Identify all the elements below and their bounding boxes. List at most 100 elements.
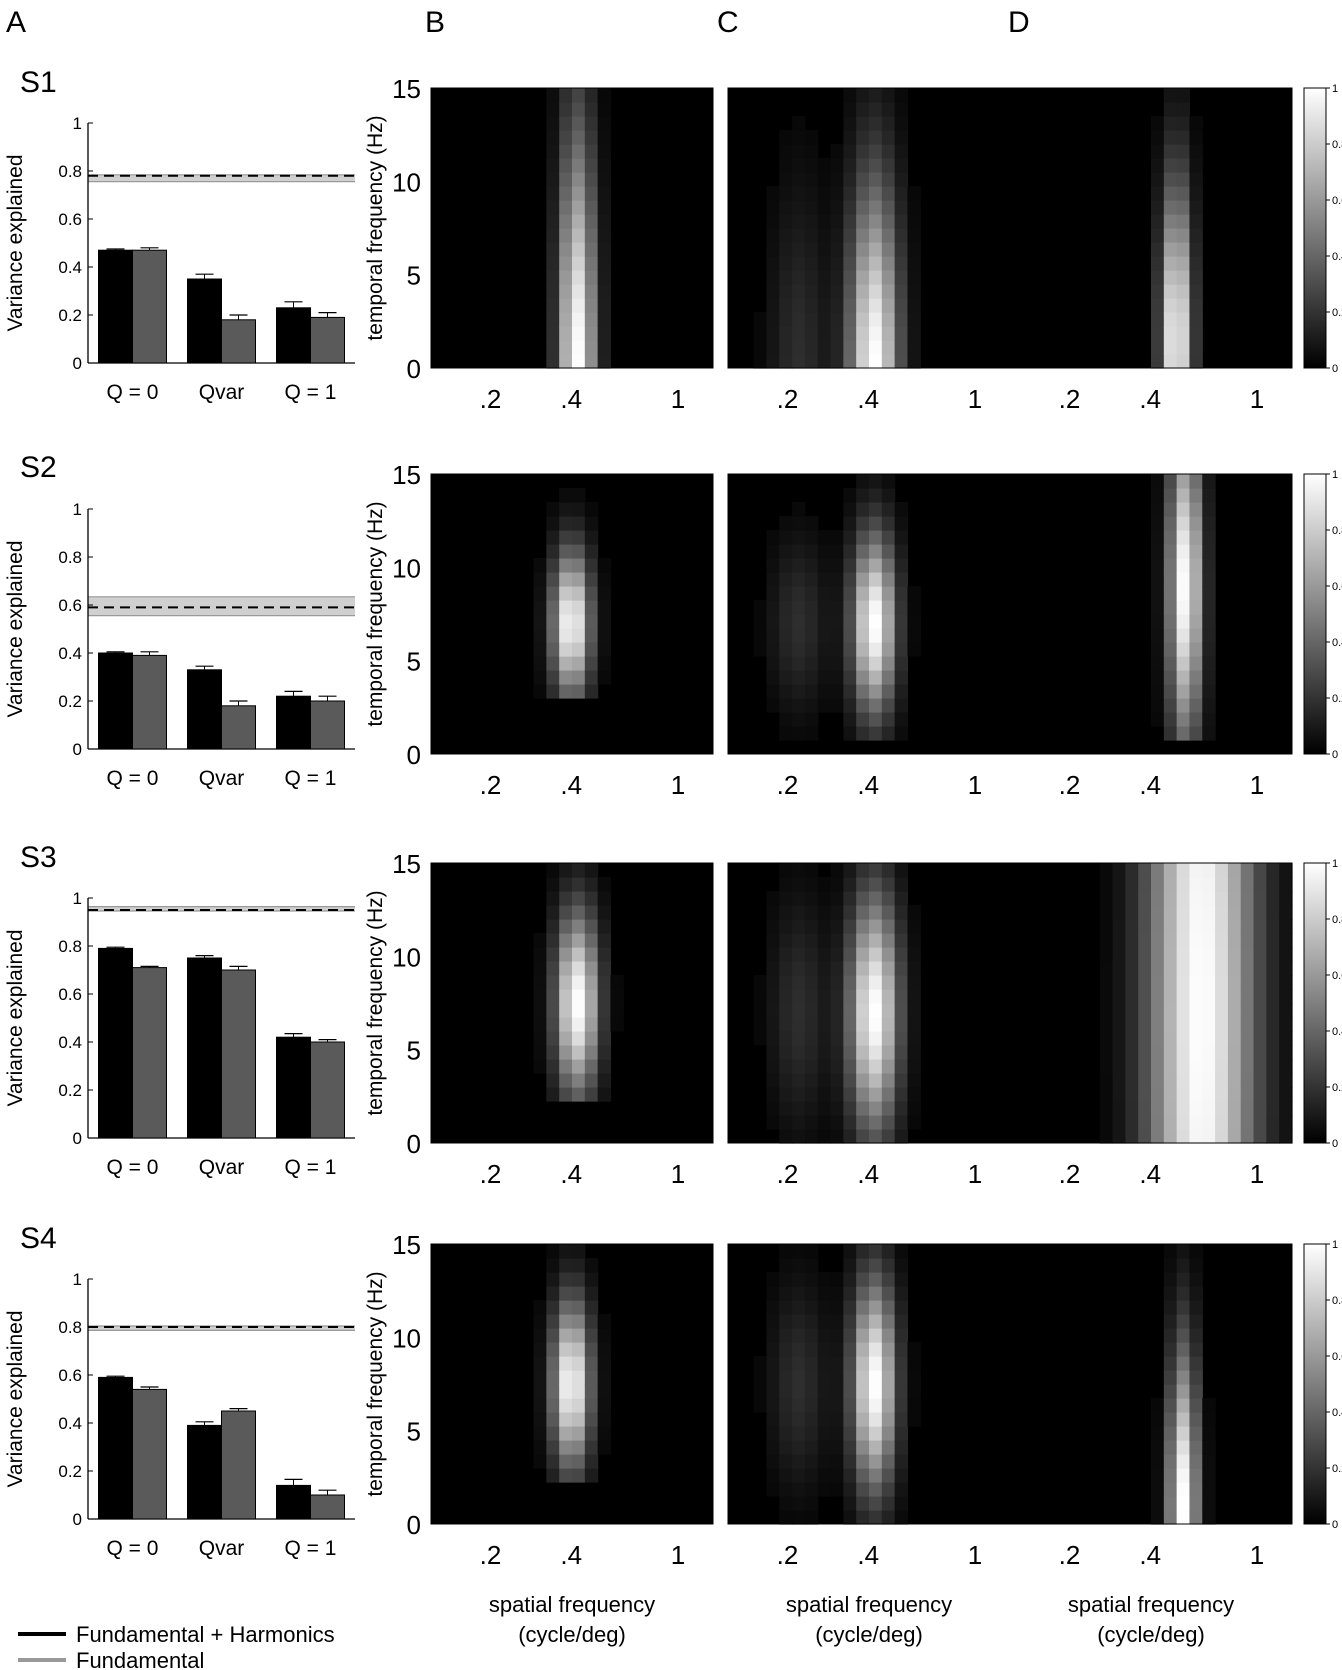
heatmap-cell: [559, 1342, 573, 1357]
heatmap-cell: [1189, 1101, 1203, 1116]
heatmap-cell: [779, 586, 793, 601]
colorbar-tick-label: 0.8: [1332, 914, 1342, 926]
heatmap-cell: [1279, 947, 1293, 962]
heatmap-cell: [1112, 877, 1126, 892]
heatmap-cell: [894, 312, 909, 327]
heatmap-cell: [533, 558, 547, 573]
x-tick-label: .2: [480, 384, 502, 414]
bar: [187, 957, 222, 1139]
heatmap-cell: [869, 200, 883, 215]
heatmap-cell: [1151, 670, 1165, 685]
heatmap-cell: [1099, 1115, 1114, 1130]
heatmap-cell: [1215, 1101, 1229, 1116]
heatmap-cell: [869, 116, 883, 131]
heatmap-cell: [1125, 1073, 1139, 1088]
heatmap-cell: [546, 656, 560, 671]
heatmap-cell: [1163, 242, 1178, 257]
heatmap-cell: [559, 1356, 573, 1371]
heatmap-cell: [766, 1328, 780, 1343]
heatmap-cell: [559, 284, 573, 299]
heatmap-cell: [830, 312, 844, 327]
heatmap-cell: [843, 544, 857, 559]
heatmap-cell: [1176, 961, 1191, 976]
heatmap-cell: [881, 1356, 896, 1371]
heatmap-cell: [1189, 558, 1203, 573]
heatmap-frame: [430, 862, 714, 1144]
heatmap-cell: [1138, 905, 1152, 920]
heatmap-cell: [572, 256, 586, 271]
heatmap-cell: [1138, 1003, 1152, 1018]
heatmap-cell: [1227, 905, 1242, 920]
heatmap-cell: [1189, 1342, 1203, 1357]
heatmap-cell: [881, 670, 896, 685]
heatmap-cell: [881, 1258, 896, 1273]
heatmap-cell: [843, 1454, 857, 1469]
heatmap-cell: [779, 326, 793, 341]
heatmap-cell: [779, 1101, 793, 1116]
heatmap-cell: [1176, 586, 1191, 601]
heatmap-cell: [779, 670, 793, 685]
heatmap-cell: [856, 530, 870, 545]
heatmap-cell: [559, 312, 573, 327]
heatmap-cell: [1189, 116, 1203, 131]
heatmap-cell: [1189, 228, 1203, 243]
heatmap-cell: [779, 1454, 793, 1469]
heatmap-cell: [779, 172, 793, 187]
heatmap-cell: [1253, 961, 1267, 976]
heatmap-cell: [1189, 1510, 1203, 1525]
heatmap-cell: [1240, 947, 1255, 962]
heatmap-cell: [584, 877, 599, 892]
heatmap-cell: [869, 1454, 883, 1469]
heatmap-cell: [1163, 340, 1178, 355]
heatmap-cell: [1189, 530, 1203, 545]
heatmap-cell: [779, 312, 793, 327]
heatmap-cell: [1176, 600, 1191, 615]
heatmap-cell: [1202, 684, 1216, 699]
heatmap-cell: [1163, 130, 1178, 145]
heatmap-cell: [1163, 488, 1178, 503]
heatmap-cell: [559, 1059, 573, 1074]
heatmap-cell: [1163, 586, 1178, 601]
heatmap-cell: [907, 1412, 921, 1427]
heatmap-cell: [546, 1454, 560, 1469]
heatmap-cell: [1266, 1087, 1280, 1102]
heatmap-cell: [804, 1300, 819, 1315]
heatmap-cell: [856, 1073, 870, 1088]
heatmap-cell: [779, 1258, 793, 1273]
heatmap-cell: [1202, 656, 1216, 671]
heatmap-cell: [843, 642, 857, 657]
heatmap-cell: [546, 158, 560, 173]
x-axis-label-line: spatial frequency: [1068, 1592, 1234, 1617]
heatmap-cell: [830, 214, 844, 229]
heatmap-cell: [610, 975, 624, 990]
heatmap-cell: [1189, 961, 1203, 976]
heatmap-cell: [1202, 544, 1216, 559]
heatmap-cell: [584, 600, 599, 615]
heatmap-cell: [1189, 488, 1203, 503]
heatmap-cell: [766, 270, 780, 285]
x-tick-label: .2: [1059, 384, 1081, 414]
heatmap-cell: [779, 1496, 793, 1511]
heatmap-cell: [546, 975, 560, 990]
bar: [276, 1484, 311, 1520]
heatmap-cell: [804, 1286, 819, 1301]
heatmap-cell: [804, 891, 819, 906]
heatmap-cell: [856, 1398, 870, 1413]
heatmap-cell: [817, 1342, 832, 1357]
y-tick-label: 1: [73, 500, 82, 519]
heatmap-cell: [881, 712, 896, 727]
heatmap-cell: [1202, 502, 1216, 517]
heatmap-cell: [1202, 712, 1216, 727]
heatmap-cell: [584, 572, 599, 587]
heatmap-cell: [1151, 1454, 1165, 1469]
heatmap-cell: [1151, 474, 1165, 489]
heatmap-cell: [804, 1073, 819, 1088]
heatmap-cell: [597, 656, 612, 671]
heatmap-cell: [1189, 905, 1203, 920]
heatmap-cell: [792, 172, 806, 187]
heatmap-cell: [546, 116, 560, 131]
heatmap-cell: [792, 1440, 806, 1455]
heatmap-cell: [1099, 1031, 1114, 1046]
